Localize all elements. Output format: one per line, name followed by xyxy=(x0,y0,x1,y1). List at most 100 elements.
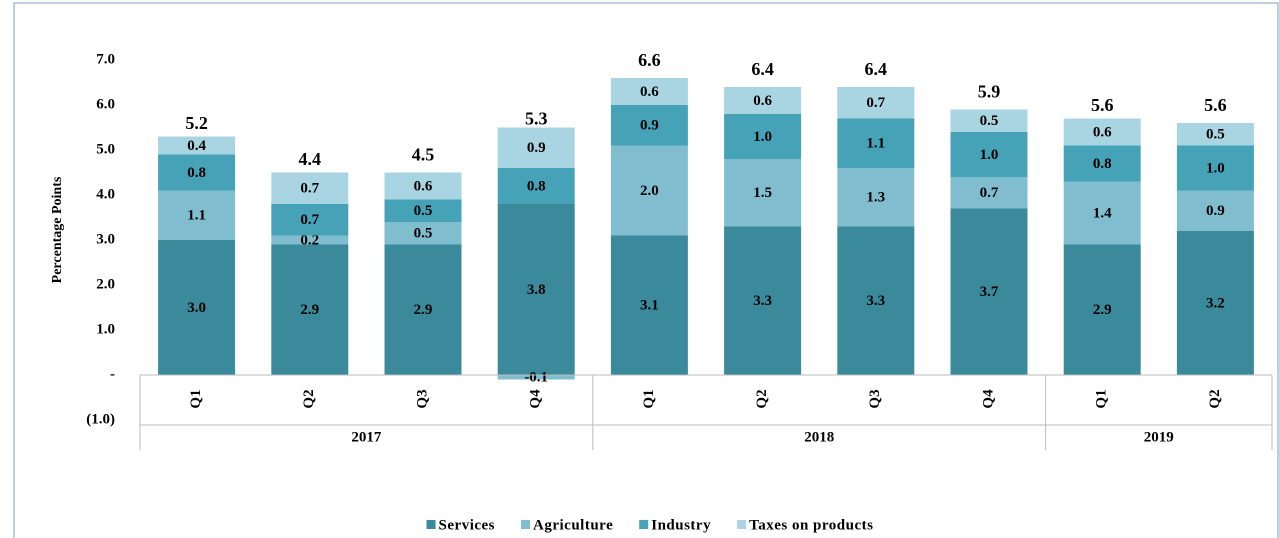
value-label: 3.1 xyxy=(640,298,659,314)
x-tick-label: Q3 xyxy=(867,389,883,408)
value-label: 3.8 xyxy=(527,282,546,298)
value-label: 3.0 xyxy=(187,300,206,316)
x-tick-label: Q1 xyxy=(1094,389,1110,408)
value-label: 1.0 xyxy=(753,129,772,145)
value-label: 3.3 xyxy=(753,293,772,309)
value-label: -0.1 xyxy=(524,370,548,386)
bar-segment xyxy=(271,172,349,204)
value-label: 0.5 xyxy=(980,113,999,129)
bar-segment xyxy=(1063,244,1141,375)
total-label: 5.2 xyxy=(185,113,208,133)
bar-segment xyxy=(271,244,349,375)
y-tick-label: 7.0 xyxy=(96,51,115,67)
bar-segment xyxy=(724,226,802,375)
bar-segment xyxy=(271,204,349,236)
bar-segment xyxy=(837,168,915,227)
group-label: 2017 xyxy=(351,429,382,445)
x-tick-label: Q4 xyxy=(980,389,996,409)
value-label: 1.4 xyxy=(1093,205,1112,221)
x-tick-label: Q1 xyxy=(188,389,204,408)
group-label: 2018 xyxy=(804,429,834,445)
value-label: 3.2 xyxy=(1206,295,1225,311)
y-tick-label: - xyxy=(110,366,115,382)
value-label: 1.0 xyxy=(1206,160,1225,176)
bar-segment xyxy=(950,109,1028,132)
y-tick-label: 1.0 xyxy=(96,321,115,337)
legend-label: Industry xyxy=(651,517,711,533)
total-label: 6.4 xyxy=(865,59,888,79)
value-label: 0.4 xyxy=(187,138,206,154)
total-label: 6.4 xyxy=(751,59,774,79)
value-label: 3.7 xyxy=(980,284,999,300)
x-tick-label: Q1 xyxy=(641,389,657,408)
y-tick-label: 4.0 xyxy=(96,186,115,202)
bar-segment xyxy=(837,226,915,375)
y-tick-label: 6.0 xyxy=(96,96,115,112)
bar-segment xyxy=(1176,190,1254,231)
bar-segment xyxy=(384,244,462,375)
value-label: 0.7 xyxy=(980,185,999,201)
value-label: 1.1 xyxy=(866,136,885,152)
bar-segment xyxy=(158,154,236,191)
total-label: 5.6 xyxy=(1204,95,1227,115)
x-tick-label: Q4 xyxy=(528,389,544,409)
bar-segment xyxy=(497,127,575,168)
bar-segment xyxy=(271,235,349,245)
value-label: 0.7 xyxy=(300,212,319,228)
y-tick-label: (1.0) xyxy=(86,411,115,427)
bar-segment xyxy=(1176,145,1254,191)
x-tick-label: Q2 xyxy=(754,389,770,408)
value-label: 1.0 xyxy=(980,147,999,163)
chart-frame xyxy=(13,2,1279,538)
value-label: 0.9 xyxy=(1206,203,1225,219)
value-label: 0.5 xyxy=(414,203,433,219)
bar-segment xyxy=(950,132,1028,177)
bar-segment xyxy=(158,190,236,240)
value-label: 0.9 xyxy=(527,140,546,156)
bar-segment xyxy=(497,168,575,204)
bar-segment xyxy=(610,235,688,375)
legend-label: Services xyxy=(439,517,495,533)
bar-segment xyxy=(1176,231,1254,375)
bar-segment xyxy=(837,118,915,168)
bar-segment xyxy=(724,159,802,227)
legend-swatch xyxy=(521,520,531,529)
bar-segment xyxy=(610,105,688,146)
bar-segment xyxy=(158,136,236,155)
total-label: 4.5 xyxy=(412,145,435,165)
bar-segment xyxy=(610,78,688,105)
value-label: 0.6 xyxy=(414,178,433,194)
total-label: 6.6 xyxy=(638,50,661,70)
value-label: 0.8 xyxy=(527,178,546,194)
bar-segment xyxy=(1063,118,1141,146)
legend-label: Taxes on products xyxy=(749,517,873,533)
legend-swatch xyxy=(639,520,649,529)
bar-segment xyxy=(384,222,462,245)
bar-segment xyxy=(1063,181,1141,245)
y-axis-label: Percentage Points xyxy=(50,176,65,283)
value-label: 1.1 xyxy=(187,208,206,224)
value-label: 0.5 xyxy=(414,226,433,242)
bar-segment xyxy=(1176,123,1254,146)
bar-segment xyxy=(724,87,802,114)
value-label: 2.9 xyxy=(300,302,319,318)
bar-segment xyxy=(384,199,462,222)
x-tick-label: Q2 xyxy=(1207,389,1223,408)
bar-segment xyxy=(384,172,462,200)
value-label: 0.6 xyxy=(640,84,659,100)
bar-segment xyxy=(724,114,802,159)
x-tick-label: Q2 xyxy=(301,389,317,408)
bar-segment xyxy=(158,240,236,375)
value-label: 0.2 xyxy=(300,232,319,248)
value-label: 1.3 xyxy=(866,190,885,206)
bar-segment xyxy=(497,375,575,380)
y-tick-label: 3.0 xyxy=(96,231,115,247)
bar-segment xyxy=(610,145,688,236)
y-tick-label: 5.0 xyxy=(96,141,115,157)
value-label: 0.8 xyxy=(1093,156,1112,172)
y-tick-label: 2.0 xyxy=(96,276,115,292)
bar-segment xyxy=(1063,145,1141,182)
value-label: 0.8 xyxy=(187,165,206,181)
value-label: 2.0 xyxy=(640,183,659,199)
